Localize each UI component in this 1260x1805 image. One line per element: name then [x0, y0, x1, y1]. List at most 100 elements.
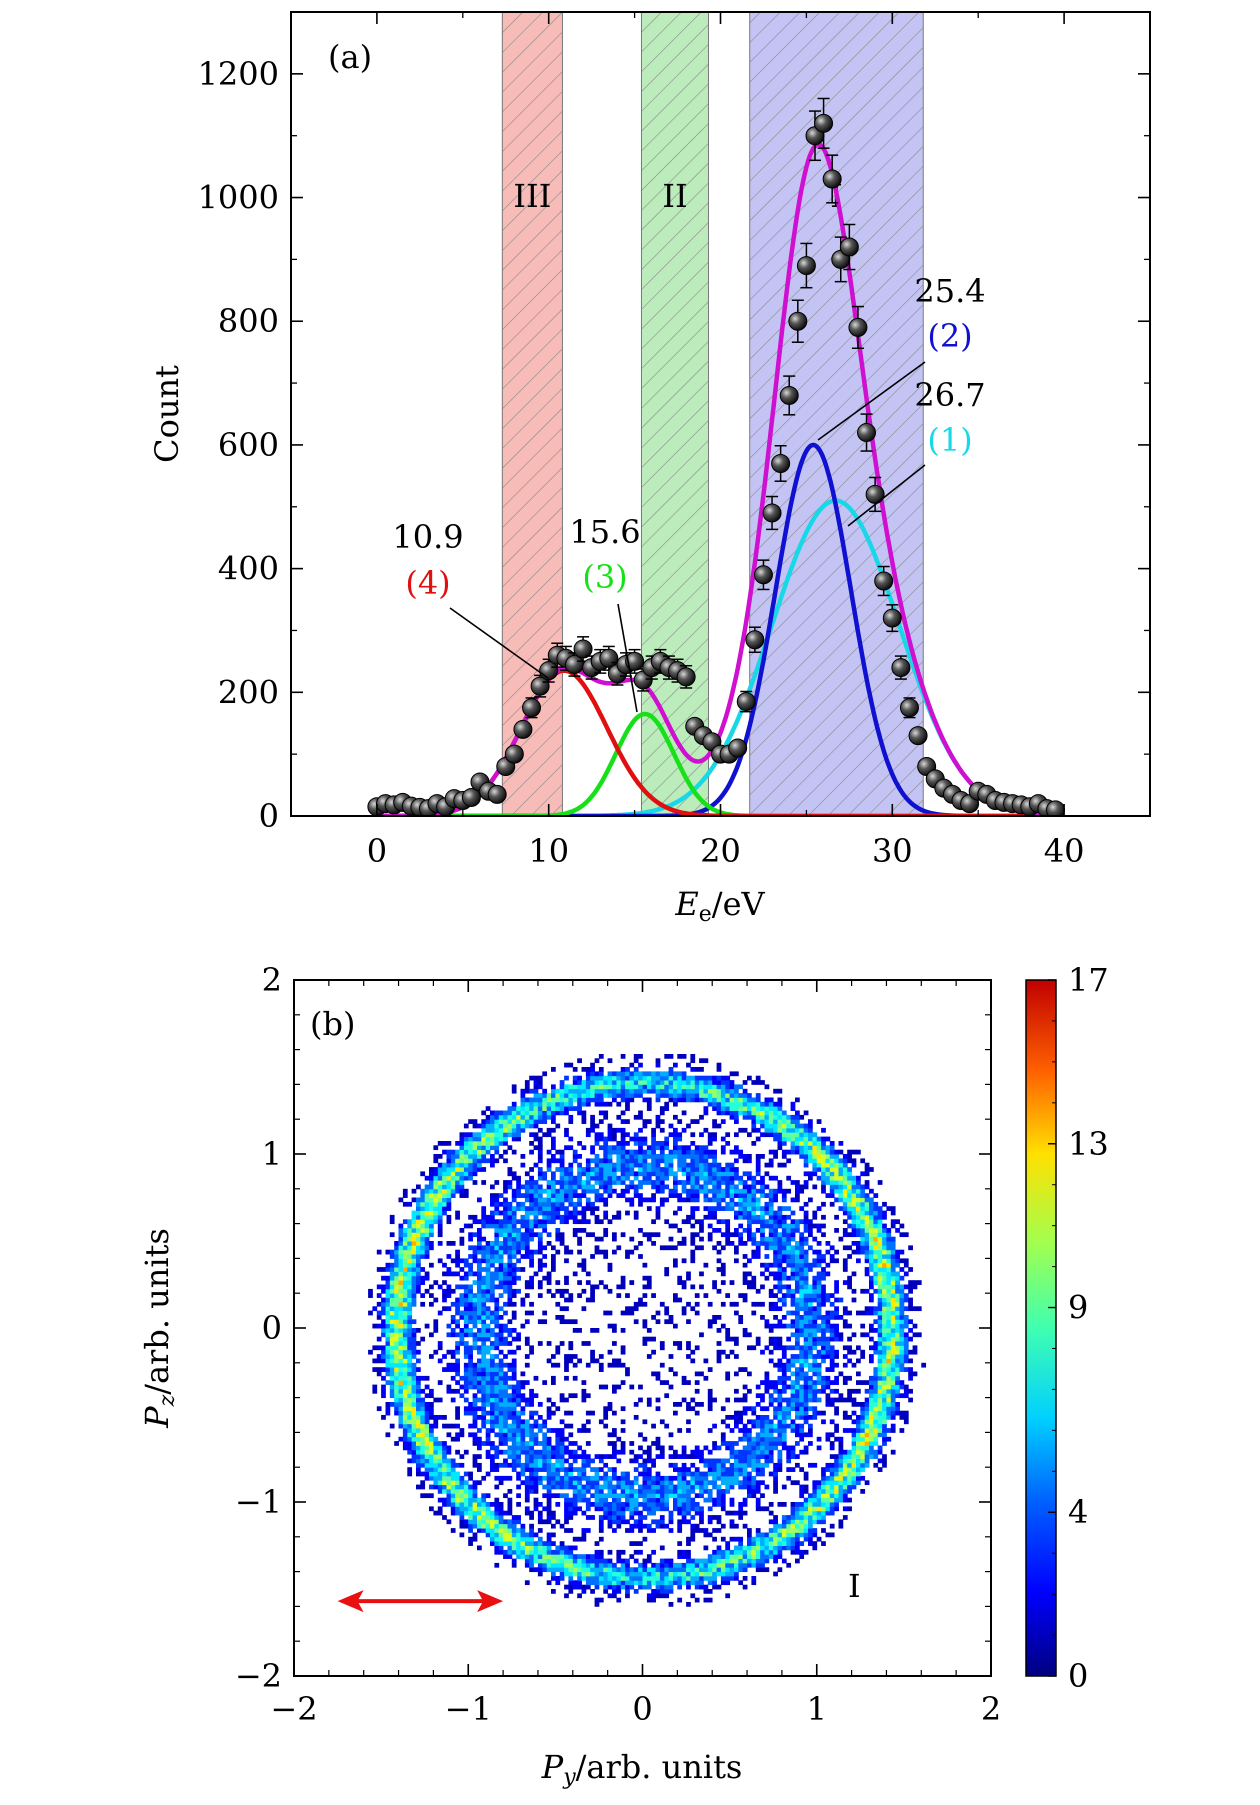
heatmap-cell	[607, 1493, 613, 1499]
heatmap-cell	[433, 1475, 439, 1481]
heatmap-cell	[411, 1236, 417, 1242]
heatmap-cell	[781, 1323, 787, 1329]
heatmap-cell	[720, 1475, 726, 1481]
heatmap-cell	[442, 1271, 447, 1277]
heatmap-cell	[869, 1454, 874, 1459]
heatmap-cell	[529, 1402, 534, 1407]
heatmap-cell	[572, 1497, 578, 1503]
heatmap-cell	[424, 1475, 430, 1481]
heatmap-cell	[411, 1245, 417, 1251]
heatmap-cell	[411, 1249, 417, 1255]
heatmap-cell	[564, 1549, 569, 1555]
heatmap-cell	[725, 1441, 731, 1446]
heatmap-cell	[869, 1328, 874, 1333]
heatmap-cell	[873, 1388, 879, 1394]
heatmap-cell	[851, 1432, 857, 1438]
heatmap-cell	[629, 1515, 635, 1520]
heatmap-cell	[851, 1449, 857, 1455]
heatmap-cell	[612, 1388, 617, 1394]
heatmap-cell	[389, 1319, 395, 1325]
heatmap-cell	[681, 1493, 687, 1499]
heatmap-cell	[860, 1454, 866, 1459]
heatmap-cell	[424, 1402, 430, 1407]
heatmap-cell	[869, 1432, 874, 1438]
heatmap-cell	[777, 1528, 783, 1533]
heatmap-cell	[755, 1454, 761, 1459]
heatmap-cell	[686, 1567, 691, 1573]
heatmap-cell	[668, 1489, 674, 1494]
heatmap-cell	[507, 1445, 513, 1451]
heatmap-cell	[864, 1310, 870, 1316]
heatmap-cell	[790, 1371, 796, 1377]
heatmap-cell	[472, 1432, 478, 1438]
heatmap-cell	[786, 1523, 792, 1529]
heatmap-cell	[651, 1315, 656, 1320]
heatmap-cell	[468, 1519, 473, 1525]
heatmap-cell	[877, 1297, 883, 1303]
heatmap-cell	[916, 1280, 922, 1285]
x-axis-label-a-main: E	[674, 885, 698, 923]
heatmap-cell	[651, 1241, 656, 1246]
heatmap-cell	[742, 1471, 748, 1477]
heatmap-cell	[655, 1397, 661, 1403]
heatmap-cell	[803, 1449, 809, 1455]
x-axis-label-a: Ee/eV	[674, 885, 765, 927]
heatmap-cell	[808, 1497, 813, 1503]
heatmap-cell	[398, 1402, 404, 1407]
heatmap-cell	[633, 1580, 639, 1586]
heatmap-cell	[747, 1558, 752, 1564]
heatmap-cell	[511, 1271, 517, 1277]
heatmap-cell	[803, 1489, 809, 1494]
heatmap-cell	[494, 1410, 500, 1416]
heatmap-cell	[450, 1489, 456, 1494]
heatmap-cell	[433, 1462, 439, 1468]
heatmap-cell	[694, 1380, 700, 1385]
heatmap-cell	[768, 1384, 774, 1390]
heatmap-cell	[886, 1293, 892, 1298]
heatmap-cell	[416, 1262, 421, 1268]
heatmap-cell	[895, 1388, 900, 1394]
heatmap-cell	[890, 1388, 896, 1394]
heatmap-cell	[747, 1280, 752, 1285]
heatmap-cell	[394, 1306, 399, 1312]
heatmap-cell	[612, 1562, 617, 1568]
heatmap-cell	[781, 1545, 787, 1551]
heatmap-cell	[585, 1341, 591, 1346]
heatmap-cell	[694, 1301, 700, 1307]
heatmap-cell	[537, 1475, 543, 1481]
heatmap-cell	[442, 1462, 447, 1468]
heatmap-cell	[895, 1310, 900, 1316]
heatmap-cell	[524, 1493, 530, 1499]
heatmap-cell	[537, 1454, 543, 1459]
heatmap-cell	[468, 1380, 473, 1385]
heatmap-cell	[816, 1306, 822, 1312]
heatmap-cell	[381, 1354, 386, 1359]
heatmap-cell	[429, 1423, 434, 1429]
heatmap-cell	[873, 1345, 879, 1351]
heatmap-cell	[407, 1432, 413, 1438]
heatmap-cell	[524, 1228, 530, 1233]
heatmap-cell	[877, 1315, 883, 1320]
heatmap-cell	[734, 1562, 739, 1568]
heatmap-cell	[577, 1493, 582, 1499]
heatmap-cell	[829, 1323, 835, 1329]
heatmap-cell	[398, 1345, 404, 1351]
heatmap-cell	[494, 1510, 500, 1516]
heatmap-cell	[529, 1275, 534, 1281]
heatmap-cell	[755, 1536, 761, 1542]
heatmap-cell	[873, 1384, 879, 1390]
heatmap-cell	[537, 1536, 543, 1542]
heatmap-cell	[751, 1462, 757, 1468]
heatmap-cell	[398, 1293, 404, 1298]
heatmap-cell	[446, 1293, 452, 1298]
heatmap-cell	[768, 1271, 774, 1277]
heatmap-cell	[625, 1489, 630, 1494]
heatmap-cell	[694, 1471, 700, 1477]
heatmap-cell	[372, 1306, 378, 1312]
heatmap-cell	[503, 1532, 508, 1538]
heatmap-cell	[812, 1284, 818, 1290]
heatmap-cell	[712, 1576, 717, 1581]
heatmap-cell	[503, 1410, 508, 1416]
heatmap-cell	[468, 1301, 473, 1307]
heatmap-cell	[707, 1319, 713, 1325]
